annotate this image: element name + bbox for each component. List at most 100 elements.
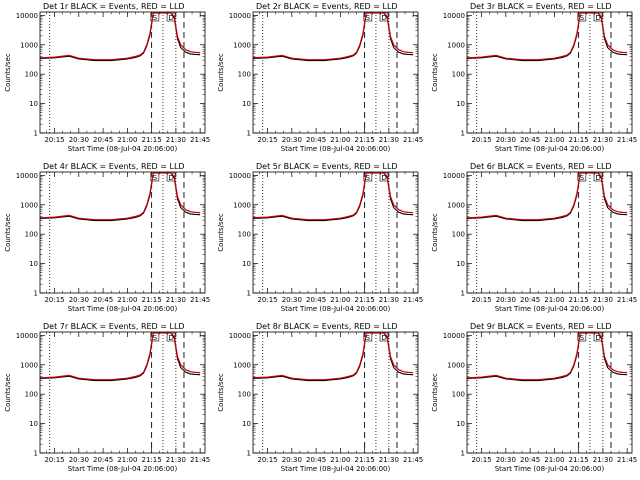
x-tick-label: 21:45 [617, 456, 637, 464]
x-tick-label: 21:45 [617, 136, 637, 144]
x-tick-label: 21:45 [403, 136, 423, 144]
y-tick-label: 10 [456, 260, 465, 268]
x-tick-label: 20:30 [69, 456, 89, 464]
y-tick-label: 1 [34, 130, 38, 138]
x-tick-label: 21:30 [593, 456, 613, 464]
plot-frame [39, 331, 206, 454]
x-tick-label: 20:15 [44, 296, 64, 304]
y-tick-label: 100 [452, 71, 465, 79]
y-tick-label: 1 [34, 450, 38, 458]
y-tick-label: 100 [238, 231, 251, 239]
x-tick-label: 20:45 [93, 456, 113, 464]
marker-letter: D [381, 14, 386, 22]
marker-letter: D [381, 334, 386, 342]
x-tick-label: 21:15 [142, 136, 162, 144]
x-tick-label: 20:30 [496, 456, 516, 464]
x-tick-label: 20:30 [69, 136, 89, 144]
marker-letter: D [168, 174, 173, 182]
x-axis-label: Start Time (08-Jul-04 20:06:00) [281, 465, 391, 473]
x-tick-label: 20:45 [520, 296, 540, 304]
x-tick-label: 20:45 [520, 136, 540, 144]
y-tick-label: 1 [461, 450, 465, 458]
x-tick-label: 21:45 [190, 296, 210, 304]
panel-4r: Det 4r BLACK = Events, RED = LLD Counts/s… [4, 162, 210, 313]
x-axis-label: Start Time (08-Jul-04 20:06:00) [495, 465, 605, 473]
y-axis-label: Counts/sec [217, 53, 225, 92]
y-tick-label: 10 [456, 100, 465, 108]
x-tick-label: 21:45 [403, 296, 423, 304]
lld-series-line [39, 12, 201, 61]
lld-series-line [252, 332, 414, 381]
x-tick-label: 21:30 [379, 296, 399, 304]
x-tick-label: 20:30 [282, 136, 302, 144]
panel-8r: Det 8r BLACK = Events, RED = LLD Counts/s… [217, 322, 423, 473]
x-tick-label: 20:30 [496, 296, 516, 304]
panel-title: Det 9r BLACK = Events, RED = LLD [470, 322, 612, 331]
x-axis-label: Start Time (08-Jul-04 20:06:00) [495, 145, 605, 153]
lld-series-line [252, 172, 414, 221]
lld-series-line [39, 172, 201, 221]
marker-letter: S [366, 174, 371, 182]
panel-5r: Det 5r BLACK = Events, RED = LLD Counts/s… [217, 162, 423, 313]
marker-letter: S [153, 334, 158, 342]
x-tick-label: 21:00 [544, 456, 564, 464]
marker-letter: S [153, 174, 158, 182]
panel-3r: Det 3r BLACK = Events, RED = LLD Counts/s… [431, 2, 637, 153]
y-tick-label: 10 [29, 260, 38, 268]
panel-2r: Det 2r BLACK = Events, RED = LLD Counts/s… [217, 2, 423, 153]
y-tick-label: 1 [461, 290, 465, 298]
y-tick-label: 10000 [443, 332, 465, 340]
x-tick-label: 20:15 [44, 136, 64, 144]
x-tick-label: 20:45 [93, 136, 113, 144]
panel-9r: Det 9r BLACK = Events, RED = LLD Counts/s… [431, 322, 637, 473]
panel-title: Det 5r BLACK = Events, RED = LLD [256, 162, 398, 171]
x-tick-label: 21:45 [190, 136, 210, 144]
x-axis-label: Start Time (08-Jul-04 20:06:00) [281, 305, 391, 313]
x-tick-label: 21:15 [355, 456, 375, 464]
marker-letter: S [580, 14, 585, 22]
x-tick-label: 20:45 [520, 456, 540, 464]
x-tick-label: 21:00 [544, 136, 564, 144]
y-tick-label: 1000 [20, 201, 38, 209]
x-tick-label: 21:00 [544, 296, 564, 304]
y-tick-label: 100 [452, 391, 465, 399]
marker-letter: D [168, 14, 173, 22]
panel-title: Det 3r BLACK = Events, RED = LLD [470, 2, 612, 11]
y-tick-label: 10000 [229, 172, 251, 180]
panel-7r: Det 7r BLACK = Events, RED = LLD Counts/s… [4, 322, 210, 473]
plot-frame [466, 171, 633, 294]
x-tick-label: 20:15 [471, 136, 491, 144]
y-tick-label: 10000 [443, 172, 465, 180]
x-tick-label: 21:00 [330, 136, 350, 144]
y-tick-label: 1000 [233, 201, 251, 209]
plot-frame [39, 171, 206, 294]
plot-frame [252, 171, 419, 294]
x-tick-label: 20:45 [306, 136, 326, 144]
marker-letter: S [580, 174, 585, 182]
x-tick-label: 20:45 [306, 456, 326, 464]
y-tick-label: 1000 [447, 41, 465, 49]
x-tick-label: 21:30 [379, 136, 399, 144]
y-axis-label: Counts/sec [431, 373, 439, 412]
panel-title: Det 7r BLACK = Events, RED = LLD [43, 322, 185, 331]
y-tick-label: 1 [247, 290, 251, 298]
y-axis-label: Counts/sec [4, 53, 12, 92]
panel-title: Det 1r BLACK = Events, RED = LLD [43, 2, 185, 11]
y-tick-label: 10 [242, 260, 251, 268]
x-tick-label: 21:45 [617, 296, 637, 304]
y-tick-label: 1 [247, 450, 251, 458]
marker-letter: D [595, 334, 600, 342]
x-tick-label: 21:30 [593, 136, 613, 144]
x-axis-label: Start Time (08-Jul-04 20:06:00) [281, 145, 391, 153]
x-tick-label: 20:30 [69, 296, 89, 304]
y-tick-label: 10000 [443, 12, 465, 20]
y-tick-label: 100 [238, 71, 251, 79]
y-tick-label: 1000 [20, 41, 38, 49]
y-tick-label: 1 [34, 290, 38, 298]
y-tick-label: 10 [242, 100, 251, 108]
x-tick-label: 20:15 [257, 456, 277, 464]
x-tick-label: 21:00 [330, 456, 350, 464]
x-tick-label: 20:15 [471, 296, 491, 304]
x-tick-label: 21:15 [569, 136, 589, 144]
